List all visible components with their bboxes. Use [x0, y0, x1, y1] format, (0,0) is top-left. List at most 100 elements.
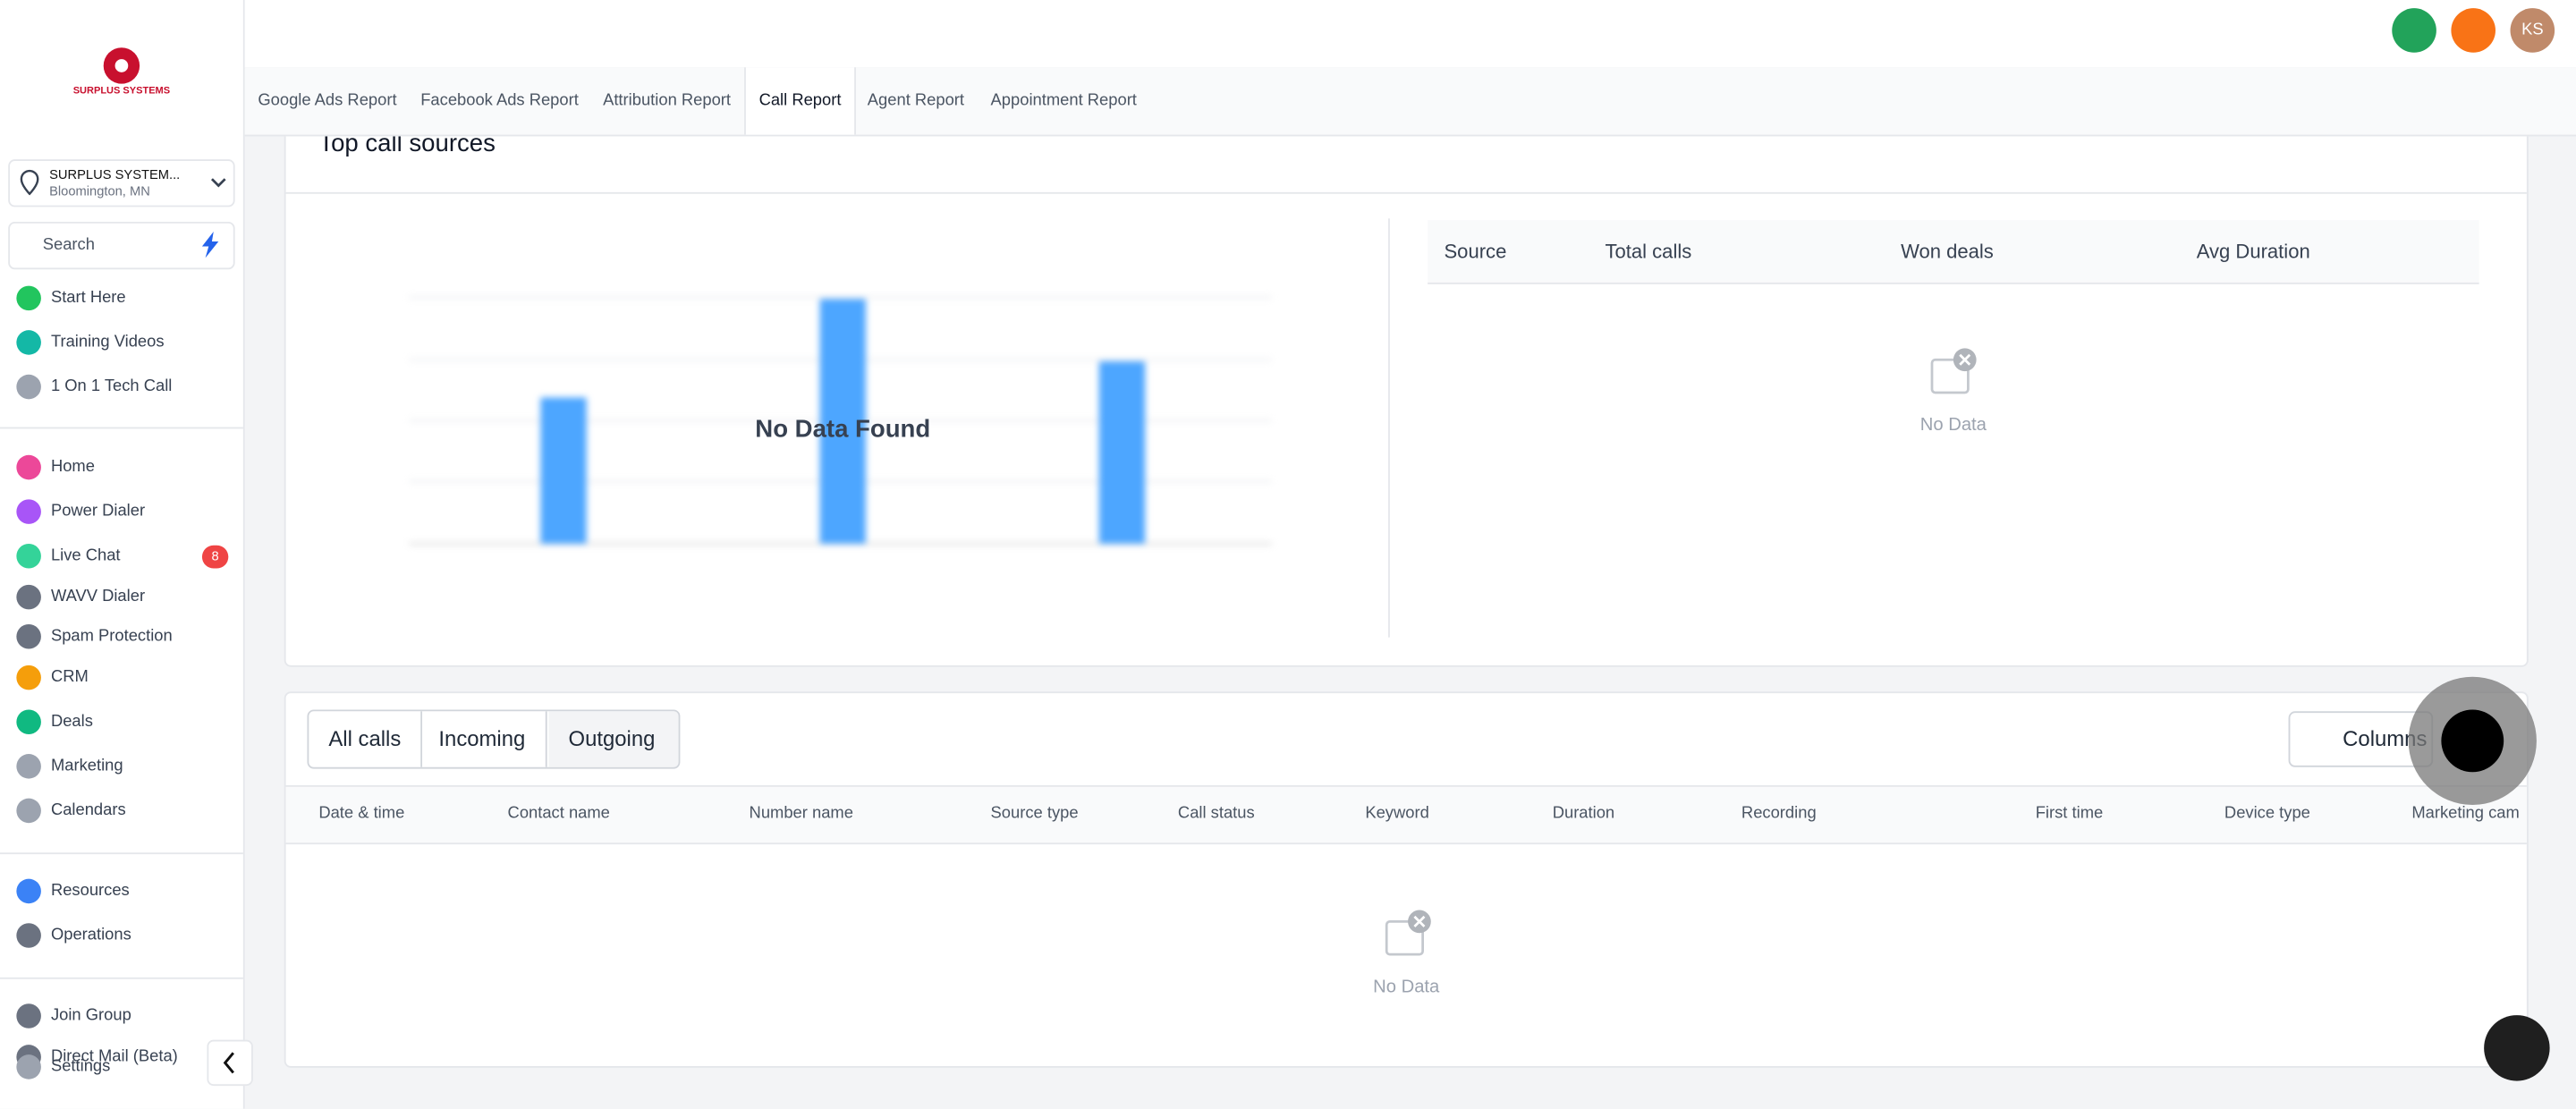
location-switcher[interactable]: SURPLUS SYSTEM... Bloomington, MN [8, 159, 235, 207]
nav-item[interactable]: Resources [16, 878, 130, 904]
nav-item[interactable]: Power Dialer [16, 499, 145, 524]
column-header: Won deals [1901, 240, 1994, 263]
report-tabs: Google Ads Report Facebook Ads Report Attr… [244, 67, 2576, 137]
phone-button[interactable] [2392, 8, 2436, 53]
nav-icon [16, 543, 41, 569]
nav-label: Calendars [50, 801, 126, 820]
divider [1388, 218, 1390, 638]
column-header: Date & time [318, 804, 405, 824]
nav-label: Power Dialer [50, 503, 146, 521]
nav-label: Resources [50, 882, 130, 901]
chart-message: No Data Found [755, 415, 931, 444]
column-header: Duration [1552, 804, 1615, 824]
tab[interactable]: Facebook Ads Report [420, 91, 579, 111]
nav-label: Marketing [50, 757, 123, 775]
chevron [210, 178, 226, 188]
divider [0, 852, 243, 855]
empty-text: No Data [1373, 977, 1440, 997]
column-header: Avg Duration [2196, 240, 2310, 263]
record-dot [2441, 709, 2504, 773]
column-header: Device type [2224, 804, 2310, 824]
chat-widget[interactable] [2484, 1015, 2550, 1081]
sidebar: SURPLUS SYSTEMS SURPLUS SYSTEM... Bloomi… [0, 0, 253, 1109]
nav-item[interactable]: Operations [16, 923, 131, 948]
nav-item[interactable]: Marketing [16, 754, 123, 779]
nav-icon [16, 285, 41, 311]
column-header: Contact name [507, 804, 610, 824]
nav-item[interactable]: WAVV Dialer [16, 584, 146, 610]
nav-label: Operations [50, 926, 131, 945]
nav-icon [16, 1003, 41, 1029]
nav-item[interactable]: CRM [16, 665, 89, 690]
pin-icon [20, 169, 39, 196]
nav-icon [16, 754, 41, 779]
nav-icon [16, 923, 41, 948]
column-header: Call status [1177, 804, 1255, 824]
collapse-button[interactable] [207, 1039, 253, 1087]
nav-icon [16, 499, 41, 524]
search-box[interactable]: Search [8, 221, 235, 270]
nav-label: Settings [50, 1057, 111, 1077]
notifications-button[interactable] [2451, 8, 2496, 53]
avatar[interactable]: KS [2510, 8, 2555, 53]
tab[interactable]: Appointment Report [990, 91, 1137, 111]
column-header: First time [2035, 804, 2104, 824]
nav-label: Join Group [50, 1006, 131, 1026]
divider [0, 977, 243, 979]
column-header: Source type [990, 804, 1079, 824]
nav-item[interactable]: Training Videos [16, 330, 165, 355]
nav-item[interactable]: Start Here [16, 285, 126, 311]
nav-icon [16, 623, 41, 649]
nav-item[interactable]: 1 On 1 Tech Call [16, 374, 173, 400]
badge: 8 [201, 545, 229, 569]
search-placeholder: Search [42, 236, 95, 255]
tab[interactable]: Call Report [744, 67, 856, 135]
logo-text: SURPLUS SYSTEMS [72, 87, 171, 97]
sources-header: Source Total calls Won deals Avg Duration [1428, 220, 2479, 284]
logo-icon [103, 47, 140, 84]
filter-button[interactable]: All calls [309, 711, 423, 767]
nav-item[interactable]: Calendars [16, 798, 126, 824]
top-sources-card: Top call sources No Data Found Source Tot… [284, 98, 2529, 667]
tab[interactable]: Attribution Report [603, 91, 732, 111]
nav-icon [16, 709, 41, 735]
nav-label: Direct Mail (Beta) [50, 1047, 178, 1067]
location-city: Bloomington, MN [49, 183, 150, 199]
nav-label: Deals [50, 713, 93, 732]
nav-label: Spam Protection [50, 627, 173, 646]
nav-label: Live Chat [50, 546, 121, 565]
nav-item[interactable]: Home [16, 454, 95, 480]
call-filters: All calls Incoming Outgoing [307, 709, 681, 769]
location-name: SURPLUS SYSTEM... [49, 167, 181, 182]
nav-icon [16, 374, 41, 400]
recording-overlay[interactable] [2408, 676, 2537, 805]
nav-label: Home [50, 458, 95, 477]
nav-item[interactable]: Spam Protection [16, 623, 173, 649]
nav-icon [16, 798, 41, 824]
nav-label: Training Videos [50, 333, 165, 352]
nav-item[interactable]: Live Chat [16, 543, 121, 569]
nav-item[interactable]: Join Group [16, 1003, 131, 1029]
filter-button[interactable]: Incoming [419, 711, 547, 767]
column-header: Recording [1741, 804, 1817, 824]
nav-item[interactable]: Settings [16, 1054, 110, 1079]
filter-button[interactable]: Outgoing [548, 711, 679, 767]
divider [285, 191, 2527, 194]
top-bar: KS [244, 0, 2576, 70]
tab[interactable]: Agent Report [867, 91, 965, 111]
column-header: Source [1444, 240, 1507, 263]
calls-header: Date & time Contact name Number name Source… [285, 784, 2527, 845]
empty-icon [1930, 348, 1977, 394]
calls-card: All calls Incoming Outgoing Columns Date &… [284, 691, 2529, 1068]
nav-label: 1 On 1 Tech Call [50, 377, 173, 396]
nav-item[interactable]: Deals [16, 709, 93, 735]
chevron-left [223, 1052, 234, 1074]
nav-icon [16, 1054, 41, 1079]
nav-icon [16, 665, 41, 690]
divider [0, 427, 243, 429]
tab[interactable]: Google Ads Report [258, 91, 397, 111]
nav-label: CRM [50, 668, 89, 687]
nav-label: WAVV Dialer [50, 588, 146, 606]
